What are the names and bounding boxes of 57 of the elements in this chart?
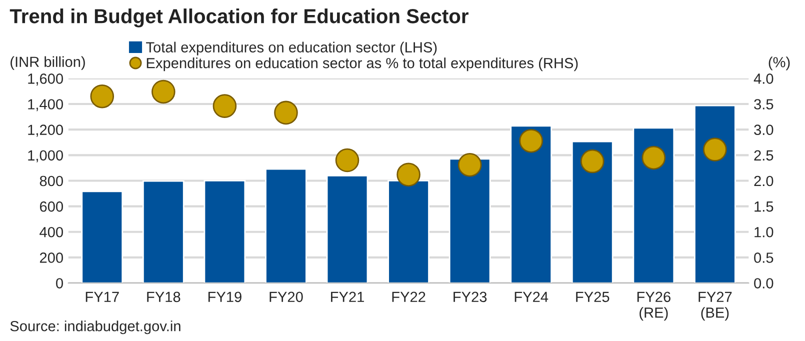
- bar: [388, 180, 430, 284]
- y-tick-label: 600: [40, 201, 63, 212]
- y-tick-label: 1,600: [28, 74, 63, 86]
- x-tick-label: FY24: [514, 292, 548, 302]
- x-tick-label: FY23: [454, 292, 487, 302]
- point: [152, 80, 176, 104]
- x-tick-label: FY19: [208, 292, 242, 302]
- x-tick-label: FY20: [270, 292, 303, 302]
- bar: [632, 127, 675, 284]
- x-tick-label: FY25: [576, 292, 610, 302]
- y2-tick-label: 3.5: [754, 99, 774, 110]
- bar: [265, 168, 307, 284]
- y-tick-label: 400: [40, 226, 63, 238]
- y2-tick-label: 0.0: [754, 278, 774, 288]
- y2-tick-label: 4.0: [754, 74, 774, 84]
- bar: [571, 140, 614, 284]
- y-tick-label: 200: [40, 252, 63, 263]
- bar: [142, 180, 184, 284]
- point: [212, 94, 237, 118]
- bar: [448, 158, 491, 284]
- bar: [510, 125, 552, 284]
- y2-tick-label: 2.0: [754, 176, 774, 186]
- y2-axis-title: (%): [768, 56, 790, 70]
- legend-label: Expenditures on education sector as % to total expenditures (RHS): [146, 58, 578, 72]
- x-tick-label: FY17: [86, 292, 119, 302]
- bar: [81, 190, 124, 284]
- point: [519, 128, 543, 153]
- x-tick-label: FY22: [392, 292, 426, 302]
- y-tick-label: 0: [56, 278, 63, 288]
- point: [642, 146, 666, 170]
- point: [396, 162, 420, 186]
- y-tick-label: 1,000: [28, 150, 63, 162]
- point: [580, 149, 604, 174]
- point: [703, 138, 727, 162]
- x-tick-label: FY21: [331, 292, 364, 302]
- x-tick-label: FY27 (BE): [698, 292, 732, 321]
- bar: [204, 180, 246, 284]
- point: [458, 152, 482, 177]
- y-tick-label: 1,200: [28, 124, 63, 137]
- y2-tick-label: 0.5: [754, 252, 774, 263]
- bar: [326, 175, 368, 284]
- x-tick-label: FY18: [147, 292, 180, 302]
- x-tick-label: FY26 (RE): [637, 292, 670, 321]
- source-note: Source: indiabudget.gov.in: [10, 320, 180, 334]
- y2-tick-label: 2.5: [754, 150, 774, 161]
- point: [90, 84, 114, 108]
- y2-tick-label: 3.0: [754, 124, 774, 136]
- y2-tick-label: 1.5: [754, 202, 774, 212]
- bar: [694, 104, 736, 284]
- y-tick-label: 800: [40, 176, 63, 186]
- chart-title: Trend in Budget Allocation for Education Sector: [10, 8, 468, 28]
- point: [335, 148, 360, 172]
- point: [274, 100, 298, 125]
- y-tick-label: 1,400: [28, 99, 63, 112]
- legend-label: Total expenditures on education sector (LHS): [146, 42, 437, 56]
- y2-tick-label: 1.0: [754, 226, 774, 238]
- y-axis-title: (INR billion): [10, 56, 85, 70]
